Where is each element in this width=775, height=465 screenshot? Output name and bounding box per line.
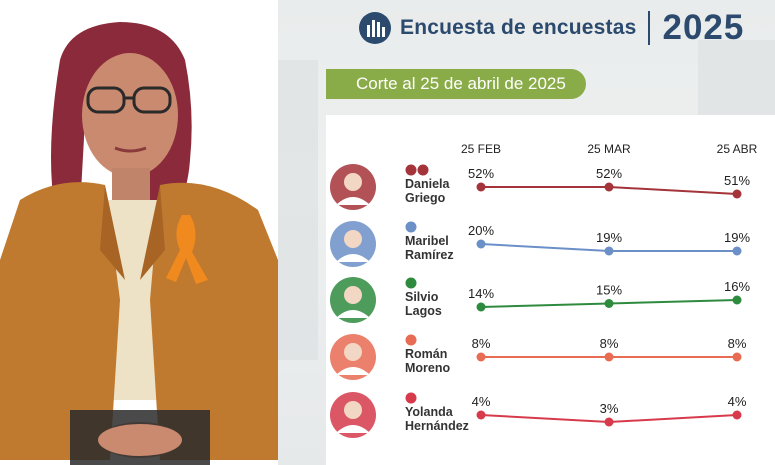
candidate-name: Griego	[405, 191, 446, 205]
data-label: 3%	[600, 401, 619, 416]
data-point	[476, 239, 486, 249]
pvem-logo-icon	[416, 163, 430, 177]
avatar-face	[344, 401, 362, 419]
data-point	[604, 182, 614, 192]
mc-logo-icon	[404, 333, 418, 347]
avatar-face	[344, 173, 362, 191]
avatar-body	[336, 254, 370, 262]
data-label: 4%	[472, 394, 491, 409]
morena-logo-icon	[404, 163, 418, 177]
pt-logo-icon	[404, 391, 418, 405]
avatar-body	[336, 367, 370, 375]
candidate-name: Silvio	[405, 290, 439, 304]
speaker-photo	[0, 0, 278, 465]
candidate-name: Moreno	[405, 361, 451, 375]
data-point	[604, 246, 614, 256]
candidate-name: Maribel	[405, 234, 449, 248]
candidate-name: Ramírez	[405, 248, 454, 262]
data-point	[476, 410, 486, 420]
data-label: 4%	[728, 394, 747, 409]
data-label: 16%	[724, 279, 750, 294]
data-label: 8%	[472, 336, 491, 351]
candidate-name: Yolanda	[405, 405, 454, 419]
avatar-body	[336, 197, 370, 205]
data-point	[732, 189, 742, 199]
pri-logo-icon	[404, 276, 418, 290]
brand-name: Encuesta de encuestas	[400, 16, 637, 39]
column-header: 25 FEB	[461, 142, 501, 156]
avatar-face	[344, 343, 362, 361]
avatar-body	[336, 425, 370, 433]
column-header: 25 ABR	[717, 142, 758, 156]
data-label: 20%	[468, 223, 494, 238]
poll-infographic: Encuesta de encuestas 2025 Corte al 25 d…	[278, 0, 775, 465]
candidate-name: Daniela	[405, 177, 451, 191]
data-point	[604, 417, 614, 427]
data-label: 15%	[596, 283, 622, 298]
data-point	[604, 352, 614, 362]
candidate-name: Román	[405, 347, 447, 361]
bar-chart-logo-icon	[359, 12, 391, 44]
data-point	[604, 299, 614, 308]
data-label: 52%	[596, 166, 622, 181]
avatar-body	[336, 310, 370, 318]
pan-logo-icon	[404, 220, 418, 234]
data-point	[476, 352, 486, 362]
candidate-name: Lagos	[405, 304, 442, 318]
data-label: 19%	[724, 230, 750, 245]
data-label: 52%	[468, 166, 494, 181]
data-label: 8%	[600, 336, 619, 351]
header-divider	[648, 11, 651, 45]
data-label: 19%	[596, 230, 622, 245]
avatar-face	[344, 230, 362, 248]
background-building	[698, 40, 775, 120]
column-header: 25 MAR	[587, 142, 631, 156]
data-point	[476, 182, 486, 192]
data-point	[732, 352, 742, 362]
header: Encuesta de encuestas 2025	[358, 6, 744, 50]
candidate-name: Hernández	[405, 419, 469, 433]
cutoff-date-banner: Corte al 25 de abril de 2025	[326, 69, 586, 99]
data-label: 14%	[468, 286, 494, 301]
data-point	[732, 295, 742, 305]
data-label: 8%	[728, 336, 747, 351]
data-point	[476, 302, 486, 312]
year-label: 2025	[662, 8, 745, 47]
data-point	[732, 246, 742, 256]
chart-card: 25 FEB 25 MAR 25 ABR Daniela Griego 52% 52% 51%…	[326, 115, 775, 465]
data-point	[732, 410, 742, 420]
background-building	[278, 60, 318, 360]
data-label: 51%	[724, 173, 750, 188]
avatar-face	[344, 286, 362, 304]
